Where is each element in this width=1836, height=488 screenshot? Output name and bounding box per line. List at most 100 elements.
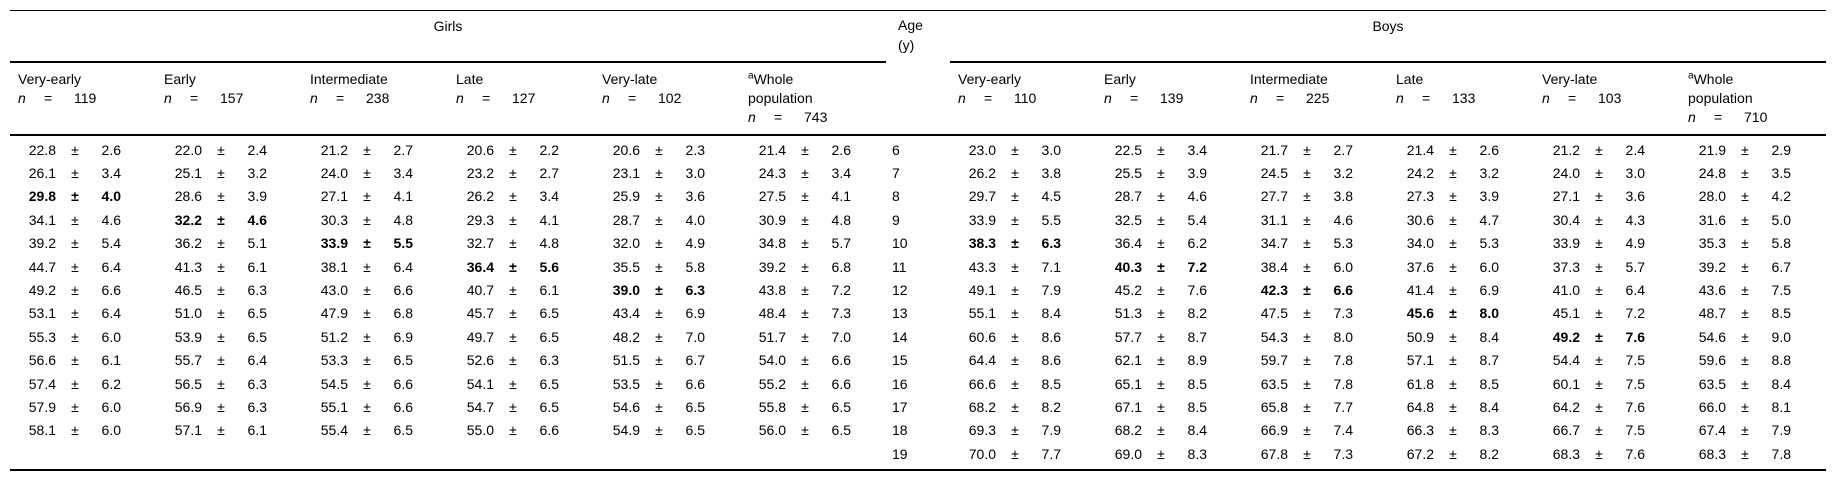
table-cell: 59.6 ±8.8 [1698, 352, 1791, 369]
table-cell: 63.5 ±7.8 [1260, 375, 1353, 392]
boys-column-header-late: Late n = 133 [1388, 63, 1534, 134]
table-cell: 21.4 ±2.6 [758, 141, 851, 158]
table-cell: 69.0 ±8.3 [1114, 445, 1207, 462]
table-cell: 21.2 ±2.7 [320, 141, 413, 158]
table-cell: 55.8 ±6.5 [758, 398, 851, 415]
table-cell: 64.2 ±7.6 [1552, 398, 1645, 415]
table-cell: 55.1 ±8.4 [968, 305, 1061, 322]
table-cell: 49.1 ±7.9 [968, 282, 1061, 299]
table-cell: 56.6 ±6.1 [28, 352, 121, 369]
table-cell: 26.2 ±3.4 [466, 188, 559, 205]
table-cell: 22.0 ±2.4 [174, 141, 267, 158]
footnote-marker: a [748, 70, 754, 82]
table-row-age-15: 56.6 ±6.1 55.7 ±6.4 53.3 ±6.5 52.6 ±6.3 51.5 ±6.7… [10, 349, 1826, 372]
table-cell: 47.9 ±6.8 [320, 305, 413, 322]
table-cell: 38.4 ±6.0 [1260, 258, 1353, 275]
column-label: Intermediate [1250, 71, 1328, 87]
girls-column-header-late: Late n = 127 [448, 63, 594, 134]
table-cell: 45.7 ±6.5 [466, 305, 559, 322]
girls-column-header-early: Early n = 157 [156, 63, 302, 134]
table-cell: 68.2 ±8.4 [1114, 422, 1207, 439]
table-cell: 32.2 ±4.6 [174, 211, 267, 228]
age-header-line2: (y) [898, 37, 915, 53]
column-label: Early [164, 71, 196, 87]
girls-group-label: Girls [433, 18, 463, 34]
table-cell: 69.3 ±7.9 [968, 422, 1061, 439]
table-cell: 45.2 ±7.6 [1114, 282, 1207, 299]
table-cell: 48.4 ±7.3 [758, 305, 851, 322]
column-label-line2: population [1688, 90, 1753, 106]
table-cell: 23.1 ±3.0 [612, 165, 705, 182]
table-cell: 35.3 ±5.8 [1698, 235, 1791, 252]
column-label-line2: population [748, 90, 813, 106]
column-label: aWhole [1688, 70, 1734, 87]
table-row-age-17: 57.9 ±6.0 56.9 ±6.3 55.1 ±6.6 54.7 ±6.5 54.6 ±6.5… [10, 395, 1826, 418]
table-cell: 57.7 ±8.7 [1114, 328, 1207, 345]
column-label: Intermediate [310, 71, 388, 87]
table-cell: 24.8 ±3.5 [1698, 165, 1791, 182]
table-cell: 31.1 ±4.6 [1260, 211, 1353, 228]
column-n-count: n = 110 [958, 90, 1037, 106]
column-n-count: n = 743 [748, 109, 828, 125]
table-cell: 57.1 ±6.1 [174, 422, 267, 439]
column-n-count: n = 119 [18, 90, 97, 106]
table-cell: 37.6 ±6.0 [1406, 258, 1499, 275]
column-n-count: n = 103 [1542, 90, 1622, 106]
table-cell: 68.3 ±7.6 [1552, 445, 1645, 462]
column-label: Very-late [602, 71, 658, 87]
table-row-age-13: 53.1 ±6.4 51.0 ±6.5 47.9 ±6.8 45.7 ±6.5 43.4 ±6.9… [10, 302, 1826, 325]
column-label: Very-early [18, 71, 82, 87]
table-cell: 26.1 ±3.4 [28, 165, 121, 182]
boys-group-header: Boys [950, 11, 1826, 63]
boys-column-header-intermediate: Intermediate n = 225 [1242, 63, 1388, 134]
column-n-count: n = 139 [1104, 90, 1184, 106]
table-cell: 54.5 ±6.6 [320, 375, 413, 392]
table-cell: 54.3 ±8.0 [1260, 328, 1353, 345]
table-cell: 21.7 ±2.7 [1260, 141, 1353, 158]
table-cell: 24.3 ±3.4 [758, 165, 851, 182]
girls-group-header: Girls [10, 11, 886, 63]
boys-group-label: Boys [1372, 18, 1404, 34]
table-cell: 65.1 ±8.5 [1114, 375, 1207, 392]
table-cell: 36.4 ±5.6 [466, 258, 559, 275]
table-cell: 54.6 ±6.5 [612, 398, 705, 415]
table-cell: 70.0 ±7.7 [968, 445, 1061, 462]
table-cell: 35.5 ±5.8 [612, 258, 705, 275]
table-cell: 34.1 ±4.6 [28, 211, 121, 228]
table-cell: 47.5 ±7.3 [1260, 305, 1353, 322]
age-value: 19 [892, 445, 908, 462]
table-cell: 68.3 ±7.8 [1698, 445, 1791, 462]
table-cell: 52.6 ±6.3 [466, 352, 559, 369]
table-cell: 61.8 ±8.5 [1406, 375, 1499, 392]
table-cell: 27.3 ±3.9 [1406, 188, 1499, 205]
table-cell: 27.1 ±4.1 [320, 188, 413, 205]
table-cell: 24.2 ±3.2 [1406, 165, 1499, 182]
table-cell: 39.2 ±6.8 [758, 258, 851, 275]
table-cell: 41.3 ±6.1 [174, 258, 267, 275]
table-cell: 48.2 ±7.0 [612, 328, 705, 345]
table-cell: 60.6 ±8.6 [968, 328, 1061, 345]
age-value: 18 [892, 422, 908, 439]
table-cell: 33.9 ±5.5 [320, 235, 413, 252]
table-cell: 24.5 ±3.2 [1260, 165, 1353, 182]
table-cell: 29.3 ±4.1 [466, 211, 559, 228]
table-cell: 66.0 ±8.1 [1698, 398, 1791, 415]
table-cell: 31.6 ±5.0 [1698, 211, 1791, 228]
table-cell: 26.2 ±3.8 [968, 165, 1061, 182]
age-value: 14 [892, 328, 908, 345]
table-cell: 49.2 ±6.6 [28, 282, 121, 299]
table-cell: 45.6 ±8.0 [1406, 305, 1499, 322]
table-cell: 22.8 ±2.6 [28, 141, 121, 158]
table-cell: 21.4 ±2.6 [1406, 141, 1499, 158]
table-cell: 36.4 ±6.2 [1114, 235, 1207, 252]
age-value: 15 [892, 352, 908, 369]
column-label: Late [456, 71, 484, 87]
table-cell: 56.0 ±6.5 [758, 422, 851, 439]
table-cell: 41.4 ±6.9 [1406, 282, 1499, 299]
column-label: Early [1104, 71, 1136, 87]
table-cell: 43.0 ±6.6 [320, 282, 413, 299]
table-cell: 39.2 ±5.4 [28, 235, 121, 252]
table-cell: 49.7 ±6.5 [466, 328, 559, 345]
column-n-count: n = 225 [1250, 90, 1330, 106]
table-cell: 34.7 ±5.3 [1260, 235, 1353, 252]
